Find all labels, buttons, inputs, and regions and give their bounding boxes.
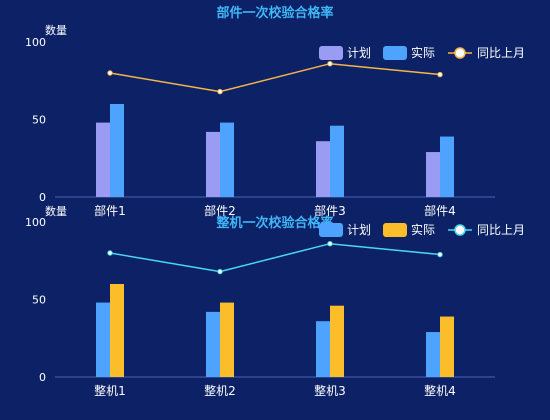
- line-point: [107, 250, 113, 256]
- chart-title: 整机一次校验合格率: [215, 215, 333, 231]
- bar-actual: [330, 125, 344, 197]
- x-tick-label: 整机2: [204, 383, 236, 398]
- legend-swatch-actual[interactable]: [383, 223, 407, 237]
- legend: 计划 实际 同比上月: [319, 222, 525, 237]
- legend-label-plan[interactable]: 计划: [347, 223, 371, 237]
- bar-actual: [110, 104, 124, 197]
- legend-label-line[interactable]: 同比上月: [477, 223, 525, 237]
- bar-actual: [220, 122, 234, 197]
- series-line: [109, 242, 441, 273]
- bar-plan: [316, 141, 330, 197]
- series-line: [109, 62, 441, 93]
- line-point: [107, 70, 113, 76]
- y-tick-label: 100: [25, 36, 46, 49]
- x-tick-label: 整机3: [314, 383, 346, 398]
- legend-swatch-plan[interactable]: [319, 46, 343, 60]
- line-point: [327, 61, 333, 67]
- chart-parts: 0 50 100 部件1 部件2 部件3 部件4: [25, 36, 495, 218]
- chart-title: 部件一次校验合格率: [216, 5, 333, 21]
- y-tick-label: 50: [32, 114, 46, 127]
- legend-swatch-marker[interactable]: [454, 47, 466, 59]
- x-tick-label: 部件4: [424, 203, 456, 218]
- x-tick-label: 部件1: [94, 203, 126, 218]
- legend-swatch-marker[interactable]: [454, 224, 466, 236]
- bar-actual: [440, 136, 454, 197]
- bar-plan: [96, 302, 110, 377]
- bar-plan: [206, 311, 220, 377]
- legend-label-plan[interactable]: 计划: [347, 46, 371, 60]
- bar-plan: [426, 332, 440, 377]
- x-tick-label: 整机4: [424, 383, 456, 398]
- y-axis-label: 数量: [45, 24, 67, 37]
- line-point: [437, 71, 443, 78]
- x-tick-label: 部件2: [204, 203, 236, 218]
- line-point: [217, 88, 223, 95]
- bar-actual: [110, 284, 124, 377]
- x-tick-label: 部件3: [314, 203, 346, 218]
- legend-label-line[interactable]: 同比上月: [477, 46, 525, 60]
- bar-plan: [316, 321, 330, 377]
- legend-swatch-actual[interactable]: [383, 46, 407, 60]
- bar-actual: [330, 305, 344, 377]
- bar-plan: [206, 131, 220, 197]
- legend-swatch-plan[interactable]: [319, 223, 343, 237]
- y-tick-label: 0: [39, 191, 46, 204]
- line-point: [437, 251, 443, 258]
- y-tick-label: 0: [39, 371, 46, 384]
- legend: 计划 实际 同比上月: [319, 45, 525, 60]
- y-axis-label: 数量: [45, 205, 67, 218]
- y-tick-label: 50: [32, 294, 46, 307]
- chart-machines: 0 50 100 整机1 整机2 整机3 整机4: [25, 216, 495, 398]
- bar-actual: [440, 316, 454, 377]
- legend-label-actual[interactable]: 实际: [411, 45, 435, 60]
- bar-plan: [96, 122, 110, 197]
- bar-actual: [220, 302, 234, 377]
- bar-plan: [426, 152, 440, 197]
- x-tick-label: 整机1: [94, 383, 126, 398]
- line-point: [327, 241, 333, 247]
- legend-label-actual[interactable]: 实际: [411, 222, 435, 237]
- y-tick-label: 100: [25, 216, 46, 229]
- line-point: [217, 268, 223, 275]
